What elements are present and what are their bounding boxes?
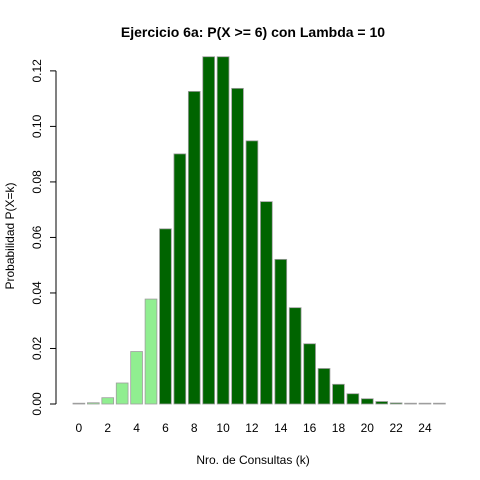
bar-k-10 [216, 56, 230, 405]
bar-k-11 [231, 87, 244, 405]
x-tick-label: 10 [216, 421, 230, 435]
y-tick-label: 0.04 [30, 281, 44, 305]
x-tick-label: 22 [389, 421, 403, 435]
bars-group [72, 56, 446, 405]
x-tick-label: 14 [274, 421, 288, 435]
bar-k-23 [404, 402, 417, 405]
bar-k-19 [346, 393, 360, 405]
bar-k-13 [260, 201, 273, 405]
bar-k-21 [375, 401, 389, 405]
bar-k-12 [245, 140, 259, 405]
y-tick-label: 0.00 [30, 392, 44, 416]
bar-k-14 [274, 258, 288, 405]
x-tick-label: 24 [418, 421, 432, 435]
y-tick-label: 0.12 [30, 59, 44, 83]
bar-k-24 [418, 402, 432, 405]
x-axis-label: Nro. de Consultas (k) [196, 453, 309, 467]
x-tick-label: 16 [303, 421, 317, 435]
bar-k-25 [433, 402, 446, 405]
y-tick-label: 0.08 [30, 170, 44, 194]
bar-k-5 [144, 298, 158, 405]
x-tick-label: 0 [76, 421, 83, 435]
y-tick-label: 0.10 [30, 114, 44, 138]
bar-k-7 [173, 153, 187, 405]
y-axis-label: Probabilidad P(X=k) [3, 182, 17, 289]
x-tick-label: 8 [191, 421, 198, 435]
bar-k-17 [317, 368, 331, 405]
x-tick-label: 6 [162, 421, 169, 435]
x-axis: 0 2 4 6 8 10 12 14 16 18 20 22 24 [76, 421, 432, 435]
bar-k-0 [72, 402, 86, 405]
bar-k-15 [288, 307, 302, 405]
bar-k-3 [115, 382, 129, 405]
bar-k-9 [202, 56, 215, 405]
bar-k-4 [130, 351, 143, 405]
x-tick-label: 2 [104, 421, 111, 435]
y-tick-label: 0.02 [30, 336, 44, 360]
bar-k-20 [360, 398, 374, 405]
y-axis: 0.00 0.02 0.04 0.06 0.08 0.10 0.12 [30, 59, 57, 416]
x-tick-label: 12 [245, 421, 259, 435]
bar-k-1 [87, 402, 100, 405]
x-tick-label: 20 [361, 421, 375, 435]
bar-k-2 [101, 397, 115, 405]
bar-k-22 [389, 402, 403, 405]
bar-k-6 [159, 228, 172, 405]
x-tick-label: 4 [133, 421, 140, 435]
x-tick-label: 18 [332, 421, 346, 435]
bar-k-16 [303, 343, 316, 405]
chart-title: Ejercicio 6a: P(X >= 6) con Lambda = 10 [121, 24, 385, 40]
bar-k-18 [332, 383, 345, 405]
y-tick-label: 0.06 [30, 225, 44, 249]
bar-k-8 [187, 91, 201, 405]
